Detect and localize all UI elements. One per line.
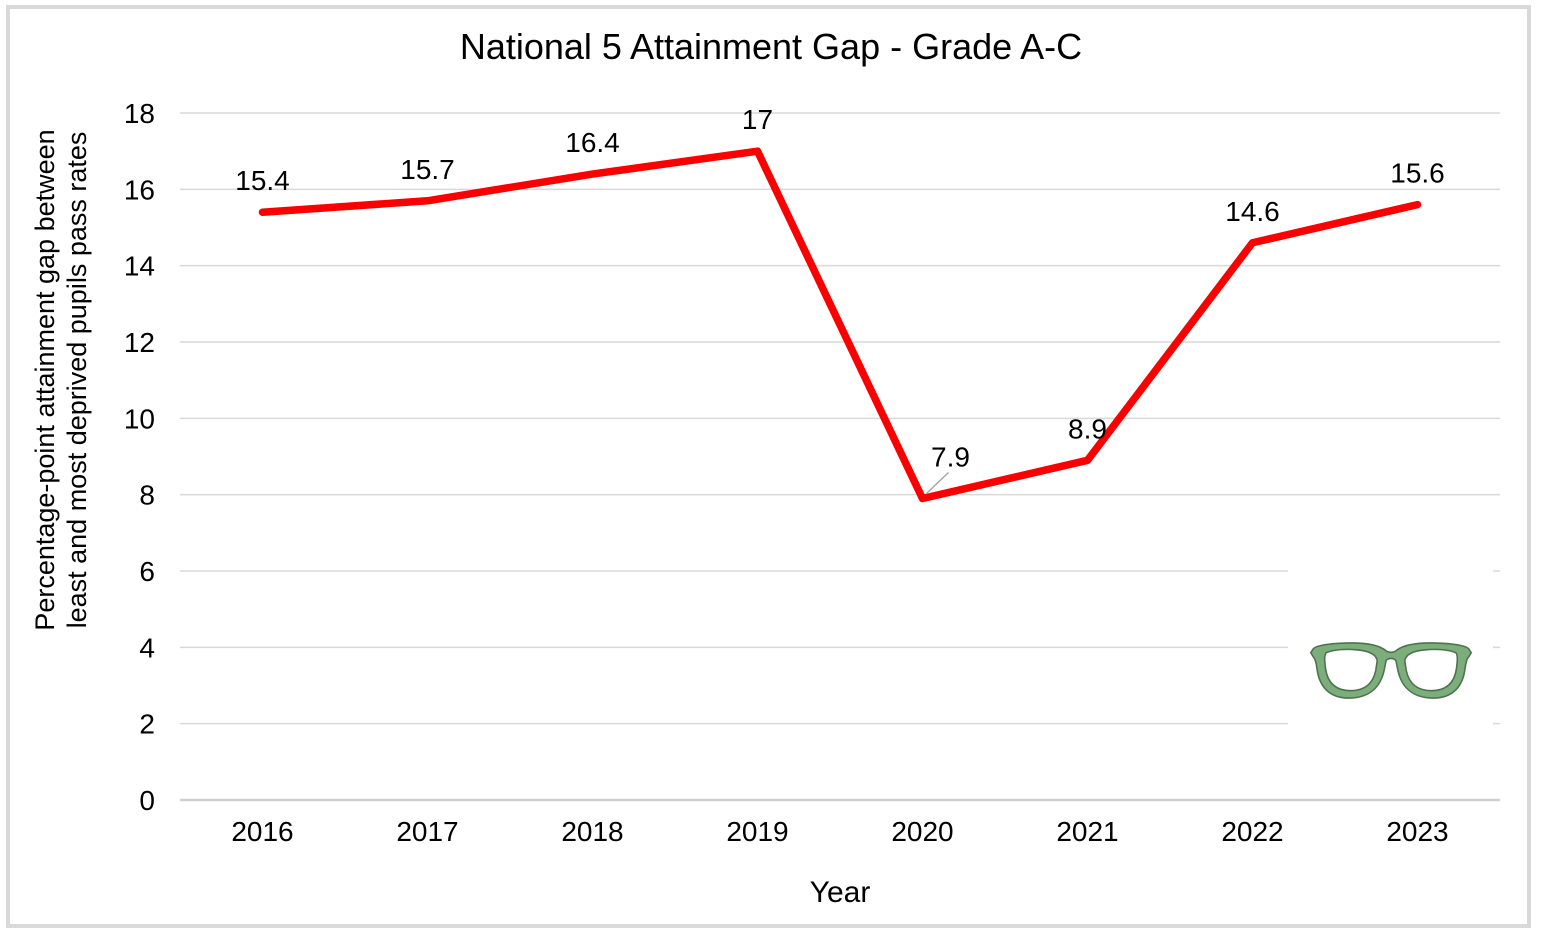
- data-label: 17: [742, 104, 773, 135]
- x-tick-label: 2021: [1056, 816, 1118, 847]
- x-axis-title: Year: [809, 876, 871, 909]
- data-label: 15.4: [235, 165, 290, 196]
- y-tick-label: 8: [139, 480, 155, 511]
- data-label: 8.9: [1068, 413, 1107, 444]
- y-tick-label: 16: [124, 174, 155, 205]
- data-label: 7.9: [931, 441, 970, 472]
- x-tick-label: 2016: [231, 816, 293, 847]
- data-label: 15.6: [1390, 158, 1445, 189]
- logo-container: [1288, 548, 1493, 750]
- y-tick-label: 12: [124, 327, 155, 358]
- data-label: 14.6: [1225, 196, 1280, 227]
- glasses-icon: [1309, 642, 1472, 699]
- data-label-leader-line: [925, 471, 950, 495]
- series-line: [258, 147, 1422, 503]
- y-tick-label: 2: [139, 709, 155, 740]
- y-tick-label: 10: [124, 403, 155, 434]
- x-tick-label: 2020: [891, 816, 953, 847]
- y-tick-label: 6: [139, 556, 155, 587]
- data-label: 15.7: [400, 154, 455, 185]
- x-tick-label: 2023: [1386, 816, 1448, 847]
- data-label: 16.4: [565, 127, 620, 158]
- x-tick-label: 2018: [561, 816, 623, 847]
- x-tick-label: 2022: [1221, 816, 1283, 847]
- y-tick-label: 14: [124, 251, 155, 282]
- chart-title: National 5 Attainment Gap - Grade A-C: [459, 26, 1083, 67]
- y-tick-label: 18: [124, 98, 155, 129]
- y-tick-label: 0: [139, 785, 155, 816]
- x-tick-label: 2019: [726, 816, 788, 847]
- y-tick-label: 4: [139, 632, 155, 663]
- x-tick-label: 2017: [396, 816, 458, 847]
